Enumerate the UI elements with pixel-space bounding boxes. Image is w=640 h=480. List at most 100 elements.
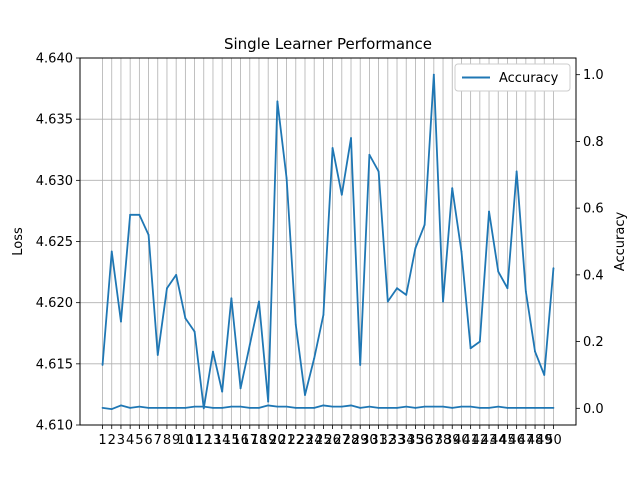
x-tick-label: 40 [453, 433, 470, 448]
accuracy-point [506, 287, 509, 290]
loss-point [193, 405, 196, 408]
x-tick-label: 49 [536, 433, 553, 448]
accuracy-point [285, 177, 288, 180]
accuracy-point [147, 233, 150, 236]
loss-point [322, 404, 325, 407]
accuracy-point [138, 213, 141, 216]
legend-box [454, 63, 571, 92]
loss-point [331, 405, 334, 408]
accuracy-line [101, 73, 555, 410]
accuracy-point [377, 170, 380, 173]
loss-point [340, 405, 343, 408]
accuracy-point [469, 347, 472, 350]
right-y-tick-label: 0.8 [583, 135, 604, 150]
accuracy-point [276, 100, 279, 103]
loss-point [120, 404, 122, 407]
x-tick-label: 1 [98, 433, 106, 448]
accuracy-point [258, 300, 260, 303]
loss-point [258, 406, 260, 409]
loss-point [386, 406, 389, 409]
loss-point [202, 405, 205, 408]
x-tick-label: 17 [242, 433, 259, 448]
x-tick-label: 16 [232, 433, 249, 448]
loss-point [469, 405, 472, 408]
accuracy-point [175, 273, 178, 276]
x-tick-label: 35 [407, 433, 424, 448]
x-tick-label: 8 [163, 433, 171, 448]
accuracy-point [129, 213, 132, 216]
accuracy-point [267, 400, 270, 403]
accuracy-point [156, 354, 159, 356]
loss-point [221, 406, 224, 409]
loss-point [497, 405, 500, 408]
accuracy-point [331, 147, 334, 149]
loss-point [285, 405, 288, 408]
accuracy-point [184, 317, 187, 320]
loss-point [478, 406, 481, 409]
accuracy-point [442, 300, 444, 303]
x-tick-label: 33 [389, 433, 406, 448]
loss-point [156, 406, 159, 409]
accuracy-point [515, 170, 518, 173]
loss-point [110, 408, 113, 410]
loss-point [129, 406, 132, 409]
x-tick-label: 3 [117, 433, 125, 448]
loss-point [138, 405, 141, 408]
loss-point [506, 406, 509, 409]
x-tick-label: 37 [426, 433, 443, 448]
loss-point [543, 406, 546, 409]
series-lines [101, 73, 555, 411]
loss-point [147, 406, 150, 409]
chart-title: Single Learner Performance [224, 35, 432, 53]
loss-point [423, 405, 426, 408]
left-y-tick-label: 4.620 [36, 296, 73, 311]
accuracy-point [193, 330, 196, 333]
x-tick-label: 2 [108, 433, 116, 448]
loss-line [102, 404, 554, 411]
accuracy-point [524, 290, 527, 293]
accuracy-point [405, 293, 408, 296]
accuracy-point [460, 250, 463, 253]
loss-point [294, 406, 297, 409]
left-y-tick-label: 4.640 [36, 52, 73, 67]
x-tick-label: 10 [177, 433, 194, 448]
loss-point [304, 406, 306, 409]
legend: Accuracy [454, 63, 571, 92]
x-tick-label: 46 [508, 433, 525, 448]
x-tick-label: 31 [370, 433, 387, 448]
loss-point [239, 405, 242, 408]
x-tick-label: 21 [278, 433, 295, 448]
x-tick-label: 50 [545, 433, 562, 448]
x-tick-label: 19 [260, 433, 277, 448]
right-y-tick-label: 0.6 [583, 202, 604, 217]
accuracy-point [110, 250, 113, 253]
accuracy-point [478, 340, 481, 343]
right-y-tick-label: 1.0 [583, 68, 604, 83]
x-tick-label: 26 [324, 433, 341, 448]
accuracy-point [202, 407, 205, 410]
x-axis: 1 2 3 4 5 6 7 8 91011121314151617181920212223242… [98, 425, 562, 448]
x-tick-label: 29 [352, 433, 369, 448]
accuracy-point [340, 193, 343, 196]
loss-point [414, 406, 417, 409]
accuracy-point [414, 247, 417, 250]
loss-point [368, 405, 371, 408]
accuracy-point [294, 324, 297, 326]
right-axis-label: Accuracy [613, 212, 628, 272]
x-tick-label: 48 [527, 433, 544, 448]
right-y-tick-label: 0.2 [583, 335, 604, 350]
accuracy-point [423, 223, 426, 226]
loss-point [359, 406, 362, 409]
x-tick-label: 12 [195, 433, 212, 448]
loss-point [377, 406, 380, 409]
accuracy-point [368, 153, 371, 156]
x-tick-label: 41 [462, 433, 479, 448]
accuracy-point [230, 297, 233, 300]
loss-point [166, 406, 168, 409]
loss-point [248, 406, 251, 409]
x-tick-label: 25 [315, 433, 332, 448]
loss-point [488, 406, 490, 409]
accuracy-point [101, 364, 104, 366]
accuracy-point [248, 344, 251, 346]
